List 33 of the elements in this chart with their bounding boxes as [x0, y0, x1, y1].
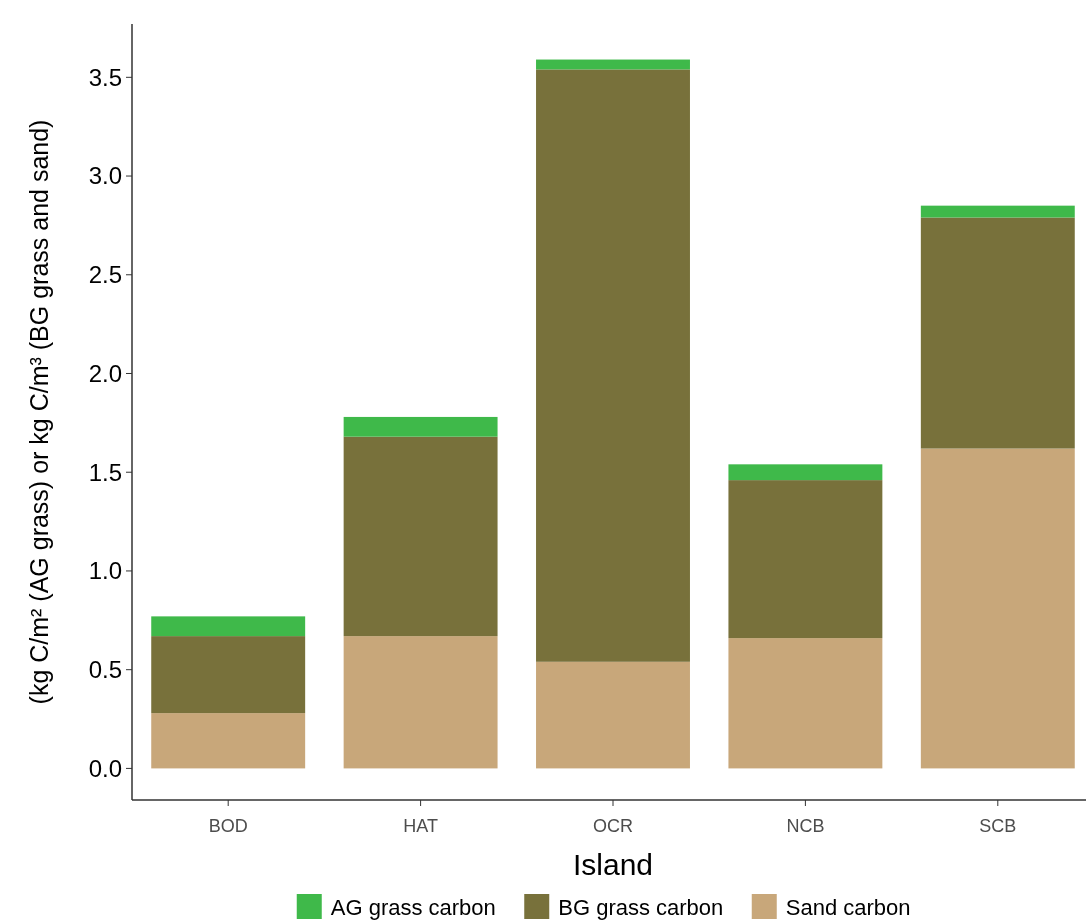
y-tick-label: 1.5 — [88, 458, 122, 486]
bar — [920, 448, 1075, 769]
x-tick-label: HAT — [403, 816, 438, 836]
bar — [151, 636, 306, 714]
x-tick-label: OCR — [593, 816, 633, 836]
bar — [151, 713, 306, 769]
bar — [536, 661, 690, 769]
y-tick-label: 2.5 — [88, 261, 122, 289]
bar — [728, 480, 883, 639]
x-tick-label: BOD — [208, 816, 248, 836]
bar — [536, 59, 690, 70]
y-tick-label: 0.5 — [88, 656, 122, 684]
y-tick-label: 3.0 — [88, 162, 122, 190]
bar — [343, 636, 498, 769]
bar — [151, 616, 306, 637]
bar — [343, 416, 498, 437]
legend-label: AG grass carbon — [330, 894, 496, 920]
bar — [920, 205, 1075, 218]
y-tick-label: 2.0 — [88, 359, 122, 387]
y-tick-label: 1.0 — [88, 557, 122, 585]
bar — [920, 217, 1075, 449]
bar — [728, 464, 883, 481]
bar — [343, 436, 498, 637]
legend-label: Sand carbon — [785, 894, 911, 920]
legend-label: BG grass carbon — [558, 894, 724, 920]
y-axis-title: (kg C/m² (AG grass) or kg C/m³ (BG grass and sand) — [25, 119, 53, 705]
x-tick-label: SCB — [979, 816, 1017, 836]
x-axis-title: Island — [572, 848, 654, 881]
bar — [536, 69, 690, 662]
x-tick-label: NCB — [786, 816, 825, 836]
y-tick-label: 0.0 — [88, 754, 122, 782]
bar — [728, 638, 883, 769]
y-tick-label: 3.5 — [88, 63, 122, 91]
